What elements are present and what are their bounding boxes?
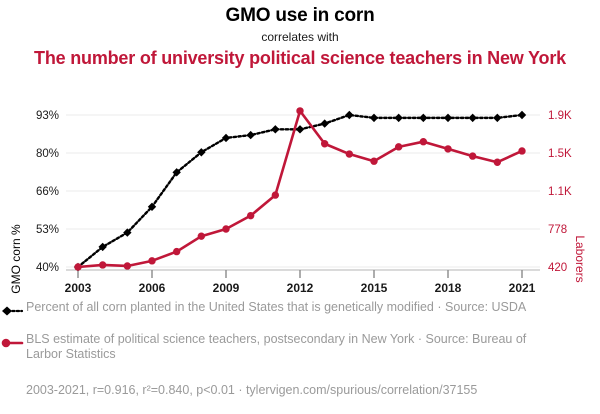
x-tick-5: 2018 [435,281,462,295]
y-left-tick-2: 66% [36,186,59,198]
data-point [123,262,132,270]
data-point [246,130,255,140]
data-point [98,242,107,252]
data-point [246,211,255,220]
legend-item-series2: BLS estimate of political science teache… [0,332,600,362]
legend-item-series1: Percent of all corn planted in the Unite… [0,300,600,322]
data-series-layer [73,107,527,272]
chart-subtitle: The number of university political scien… [34,48,566,68]
data-point [197,232,206,240]
series-line-2 [76,109,524,269]
y-right-tick-1: 1.5K [548,148,572,160]
gridlines [66,114,540,268]
plot-area: GMO corn % Laborers [0,100,600,295]
x-tick-4: 2015 [361,281,388,295]
y-right-tick-3: 778 [548,224,567,236]
data-point [345,110,354,120]
data-point [98,261,107,269]
correlates-with-label: correlates with [261,30,339,44]
plot-svg: 93% 80% 66% 53% 40% 1.9K 1.5K 1.1K 778 4… [36,107,572,295]
x-tick-3: 2012 [287,281,314,295]
y-axis-left-ticks: 93% 80% 66% 53% 40% [36,110,59,274]
y-left-tick-4: 40% [36,262,59,274]
y-left-tick-3: 53% [36,224,59,236]
data-point [172,247,181,256]
y-left-tick-1: 80% [36,148,59,160]
data-point [419,138,428,146]
y-axis-right-ticks: 1.9K 1.5K 1.1K 778 420 [548,110,572,274]
data-point [148,257,156,265]
x-axis [66,269,540,278]
red-circle-solid-line-icon [0,332,26,354]
x-tick-2: 2009 [213,281,240,295]
chart-legend: Percent of all corn planted in the Unite… [0,300,600,364]
x-axis-ticks: 2003 2006 2009 2012 2015 2018 2021 [65,281,536,295]
data-point [222,225,230,233]
data-point [518,147,526,155]
legend-label-series1: Percent of all corn planted in the Unite… [26,300,527,314]
data-point [320,119,329,128]
data-point [517,110,527,120]
data-point [147,202,157,211]
chart-title-block: GMO use in corn correlates with The numb… [0,0,600,69]
data-point [221,133,231,143]
legend-label-series2: BLS estimate of political science teache… [26,332,527,361]
x-tick-1: 2006 [139,281,166,295]
footer-stats: 2003-2021, r=0.916, r²=0.840, p<0.01 · t… [26,383,478,397]
y-right-tick-0: 1.9K [548,110,572,122]
data-point [468,152,477,160]
data-point [345,150,354,158]
x-tick-0: 2003 [65,281,92,295]
data-point [444,145,452,153]
data-point [271,125,280,134]
y-left-tick-0: 93% [36,110,59,122]
page-title: GMO use in corn [225,5,375,26]
black-diamond-dotted-line-icon [0,300,26,322]
data-point [295,125,305,134]
data-point [493,158,502,166]
data-point [74,263,82,271]
data-point [394,143,403,151]
x-tick-6: 2021 [509,281,536,295]
data-point [271,191,280,199]
data-point [320,140,329,148]
data-point [296,107,304,115]
y-right-tick-2: 1.1K [548,186,572,198]
y-right-tick-4: 420 [548,262,567,274]
data-point [123,228,132,237]
data-point [370,157,378,165]
